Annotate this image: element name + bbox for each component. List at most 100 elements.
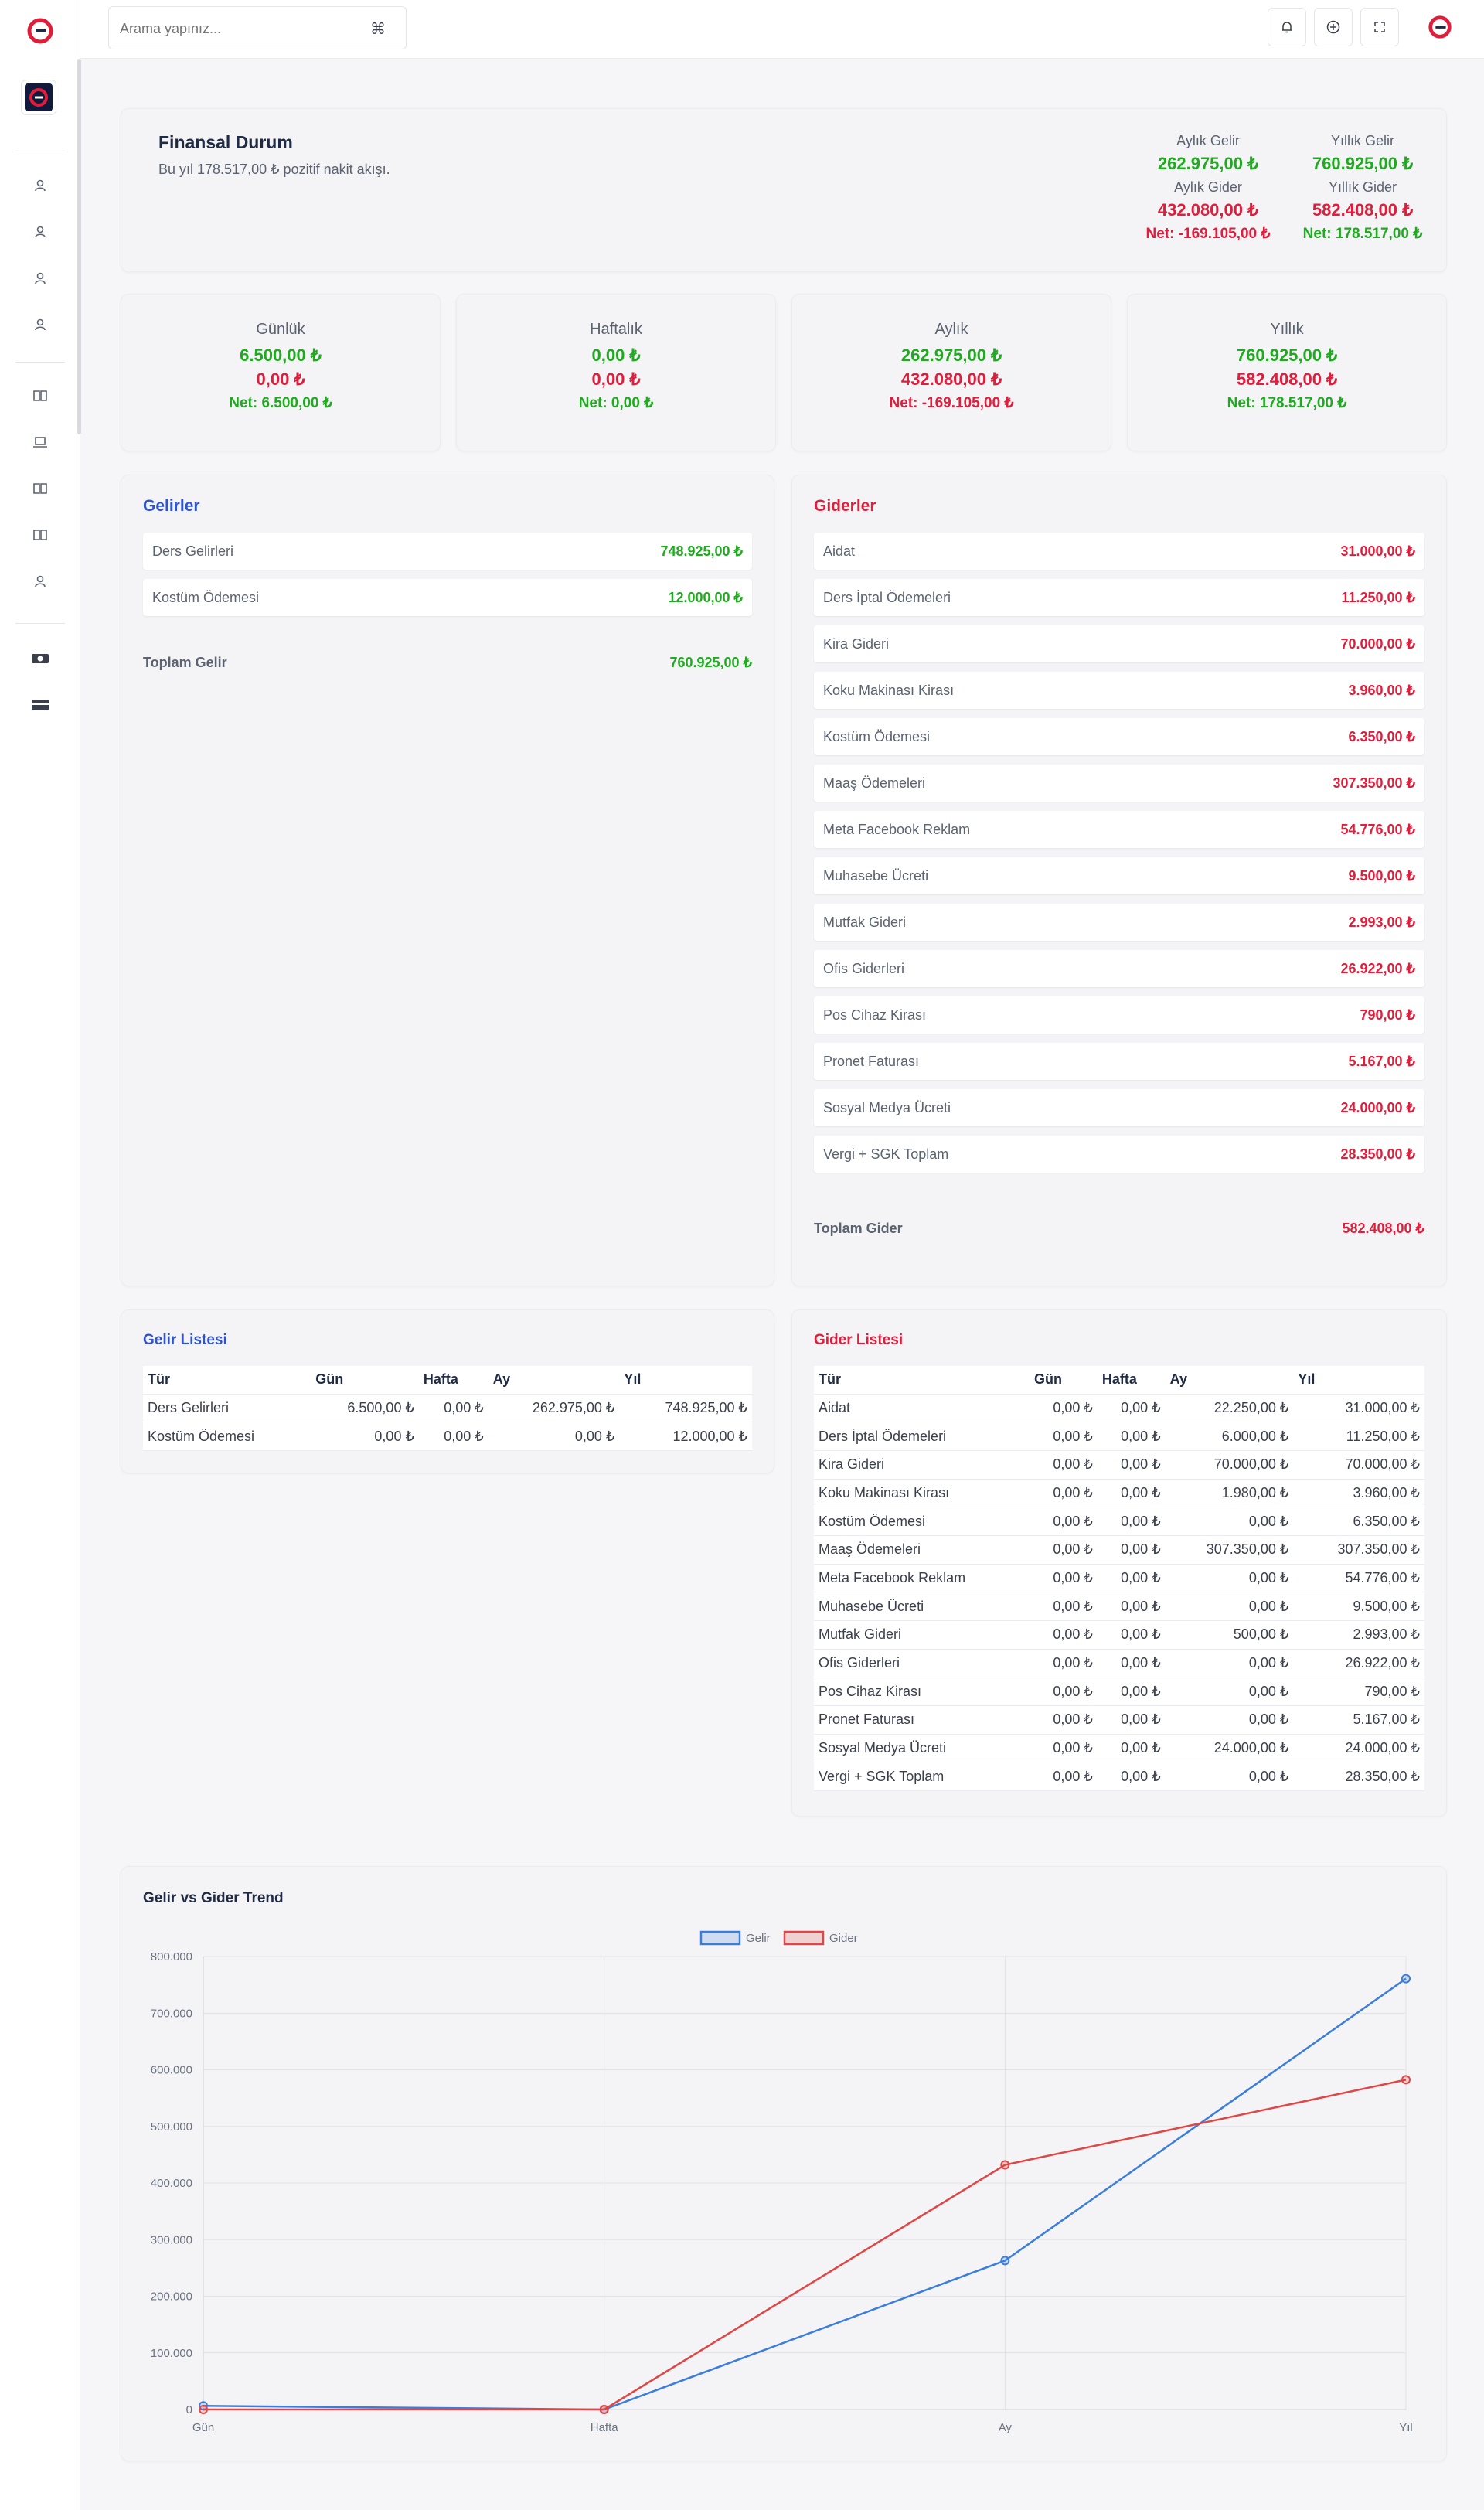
yearly-expense-label: Yıllık Gider [1328,179,1397,195]
table-cell: Meta Facebook Reklam [814,1564,1030,1593]
table-cell: 0,00 ₺ [1165,1592,1294,1621]
workspace-avatar[interactable] [22,80,56,114]
list-item: Ders İptal Ödemeleri 11.250,00 ₺ [814,579,1424,616]
total-value: 582.408,00 ₺ [1342,1221,1424,1236]
table-cell: 748.925,00 ₺ [619,1394,752,1423]
period-title: Yıllık [1270,321,1304,338]
table-cell: Sosyal Medya Ücreti [814,1734,1030,1763]
item-value: 9.500,00 ₺ [1348,867,1415,884]
x-tick-label: Gün [192,2421,214,2434]
list-item: Kostüm Ödemesi 12.000,00 ₺ [143,579,752,616]
list-item: Pronet Faturası 5.167,00 ₺ [814,1043,1424,1080]
table-cell: Kira Gideri [814,1450,1030,1480]
add-button[interactable] [1314,8,1353,46]
topbar: ⌘ [80,0,1484,59]
table-row: Kostüm Ödemesi 0,00 ₺ 0,00 ₺ 0,00 ₺ 12.0… [143,1422,752,1451]
user-icon [35,318,46,331]
x-tick-label: Hafta [591,2421,619,2434]
sidebar-item-user-1[interactable] [26,172,54,199]
search-input[interactable] [120,18,344,39]
item-value: 790,00 ₺ [1360,1006,1415,1023]
item-name: Pos Cihaz Kirası [823,1006,927,1023]
y-tick-label: 200.000 [151,2290,192,2304]
page-title: Finansal Durum [158,132,293,152]
sidebar-item-user-3[interactable] [26,264,54,292]
list-item: Meta Facebook Reklam 54.776,00 ₺ [814,811,1424,848]
sidebar-item-user-2[interactable] [26,218,54,246]
income-table-card: Gelir Listesi Tür Gün Hafta Ay Yıl Ders … [121,1309,774,1473]
monthly-net-value: Net: -169.105,00 ₺ [1145,226,1271,242]
sidebar-item-book-2[interactable] [26,475,54,502]
table-cell: 0,00 ₺ [1165,1564,1294,1593]
item-value: 54.776,00 ₺ [1340,821,1415,837]
app-logo-icon[interactable] [26,17,54,45]
data-point-gider [1000,2160,1010,2170]
table-cell: 22.250,00 ₺ [1165,1394,1294,1423]
command-icon[interactable]: ⌘ [370,21,386,38]
x-tick-label: Ay [999,2421,1013,2434]
table-cell: 0,00 ₺ [1097,1450,1166,1480]
table-row: Sosyal Medya Ücreti 0,00 ₺ 0,00 ₺ 24.000,00… [814,1734,1424,1763]
table-cell: 0,00 ₺ [1097,1479,1166,1508]
table-cell: 54.776,00 ₺ [1293,1564,1424,1593]
table-row: Ders Gelirleri 6.500,00 ₺ 0,00 ₺ 262.975… [143,1394,752,1423]
table-cell: 0,00 ₺ [1097,1394,1166,1423]
list-item: Maaş Ödemeleri 307.350,00 ₺ [814,765,1424,802]
expenses-card: Giderler Aidat 31.000,00 ₺ Ders İptal Öde… [791,475,1447,1286]
table-cell: Maaş Ödemeleri [814,1535,1030,1565]
sidebar-divider [15,362,65,363]
expenses-title: Giderler [814,497,876,515]
sidebar-item-book-1[interactable] [26,382,54,410]
sidebar-item-laptop[interactable] [26,428,54,456]
table-cell: 0,00 ₺ [1097,1507,1166,1536]
column-header: Ay [488,1366,620,1395]
period-net: Net: 6.500,00 ₺ [229,395,332,411]
sidebar-item-user-4[interactable] [26,311,54,339]
period-card-weekly: Haftalık 0,00 ₺ 0,00 ₺ Net: 0,00 ₺ [456,294,776,451]
monthly-income-value: 262.975,00 ₺ [1157,154,1259,173]
item-value: 70.000,00 ₺ [1340,635,1415,652]
notifications-button[interactable] [1268,8,1306,46]
fullscreen-button[interactable] [1360,8,1399,46]
list-item: Ofis Giderleri 26.922,00 ₺ [814,950,1424,987]
table-cell: 0,00 ₺ [1165,1762,1294,1792]
table-cell: 6.350,00 ₺ [1293,1507,1424,1536]
item-value: 24.000,00 ₺ [1340,1099,1415,1115]
column-header: Tür [814,1366,1030,1395]
expenses-total: Toplam Gider 582.408,00 ₺ [814,1221,1424,1237]
item-value: 748.925,00 ₺ [660,543,743,559]
fullscreen-icon [1374,22,1385,32]
sidebar-item-user-5[interactable] [26,567,54,595]
table-cell: 6.500,00 ₺ [311,1394,419,1423]
incomes-total: Toplam Gelir 760.925,00 ₺ [143,655,752,671]
table-cell: 0,00 ₺ [1097,1677,1166,1707]
table-cell: Pronet Faturası [814,1705,1030,1735]
profile-logo-icon[interactable] [1427,14,1453,40]
table-cell: 0,00 ₺ [1030,1507,1098,1536]
column-header: Yıl [1293,1366,1424,1395]
expense-table-body: Aidat 0,00 ₺ 0,00 ₺ 22.250,00 ₺ 31.000,00 ₺ D… [814,1394,1424,1792]
incomes-card: Gelirler Ders Gelirleri 748.925,00 ₺ Kost… [121,475,774,1286]
list-item: Vergi + SGK Toplam 28.350,00 ₺ [814,1136,1424,1173]
trend-chart-card: Gelir vs Gider Trend 0 100.000 200.000 300.… [121,1866,1447,2461]
column-header: Tür [143,1366,311,1395]
table-cell: Vergi + SGK Toplam [814,1762,1030,1792]
period-net: Net: 0,00 ₺ [578,395,654,411]
sidebar-item-money[interactable] [26,645,54,673]
period-income: 760.925,00 ₺ [1236,346,1338,365]
yearly-expense-value: 582.408,00 ₺ [1312,200,1414,220]
y-tick-label: 300.000 [151,2233,192,2246]
sidebar-scrollbar[interactable] [77,59,81,434]
sidebar-item-credit-card[interactable] [26,691,54,719]
table-cell: Aidat [814,1394,1030,1423]
table-cell: 0,00 ₺ [1165,1649,1294,1678]
table-cell: 24.000,00 ₺ [1165,1734,1294,1763]
expense-table-card: Gider Listesi Tür Gün Hafta Ay Yıl Aidat… [791,1309,1447,1817]
series-line-gider [203,2079,1407,2411]
table-cell: 0,00 ₺ [1030,1762,1098,1792]
table-cell: Pos Cihaz Kirası [814,1677,1030,1707]
user-icon [35,272,46,284]
column-header: Gün [311,1366,419,1395]
table-cell: 307.350,00 ₺ [1165,1535,1294,1565]
sidebar-item-book-3[interactable] [26,521,54,549]
